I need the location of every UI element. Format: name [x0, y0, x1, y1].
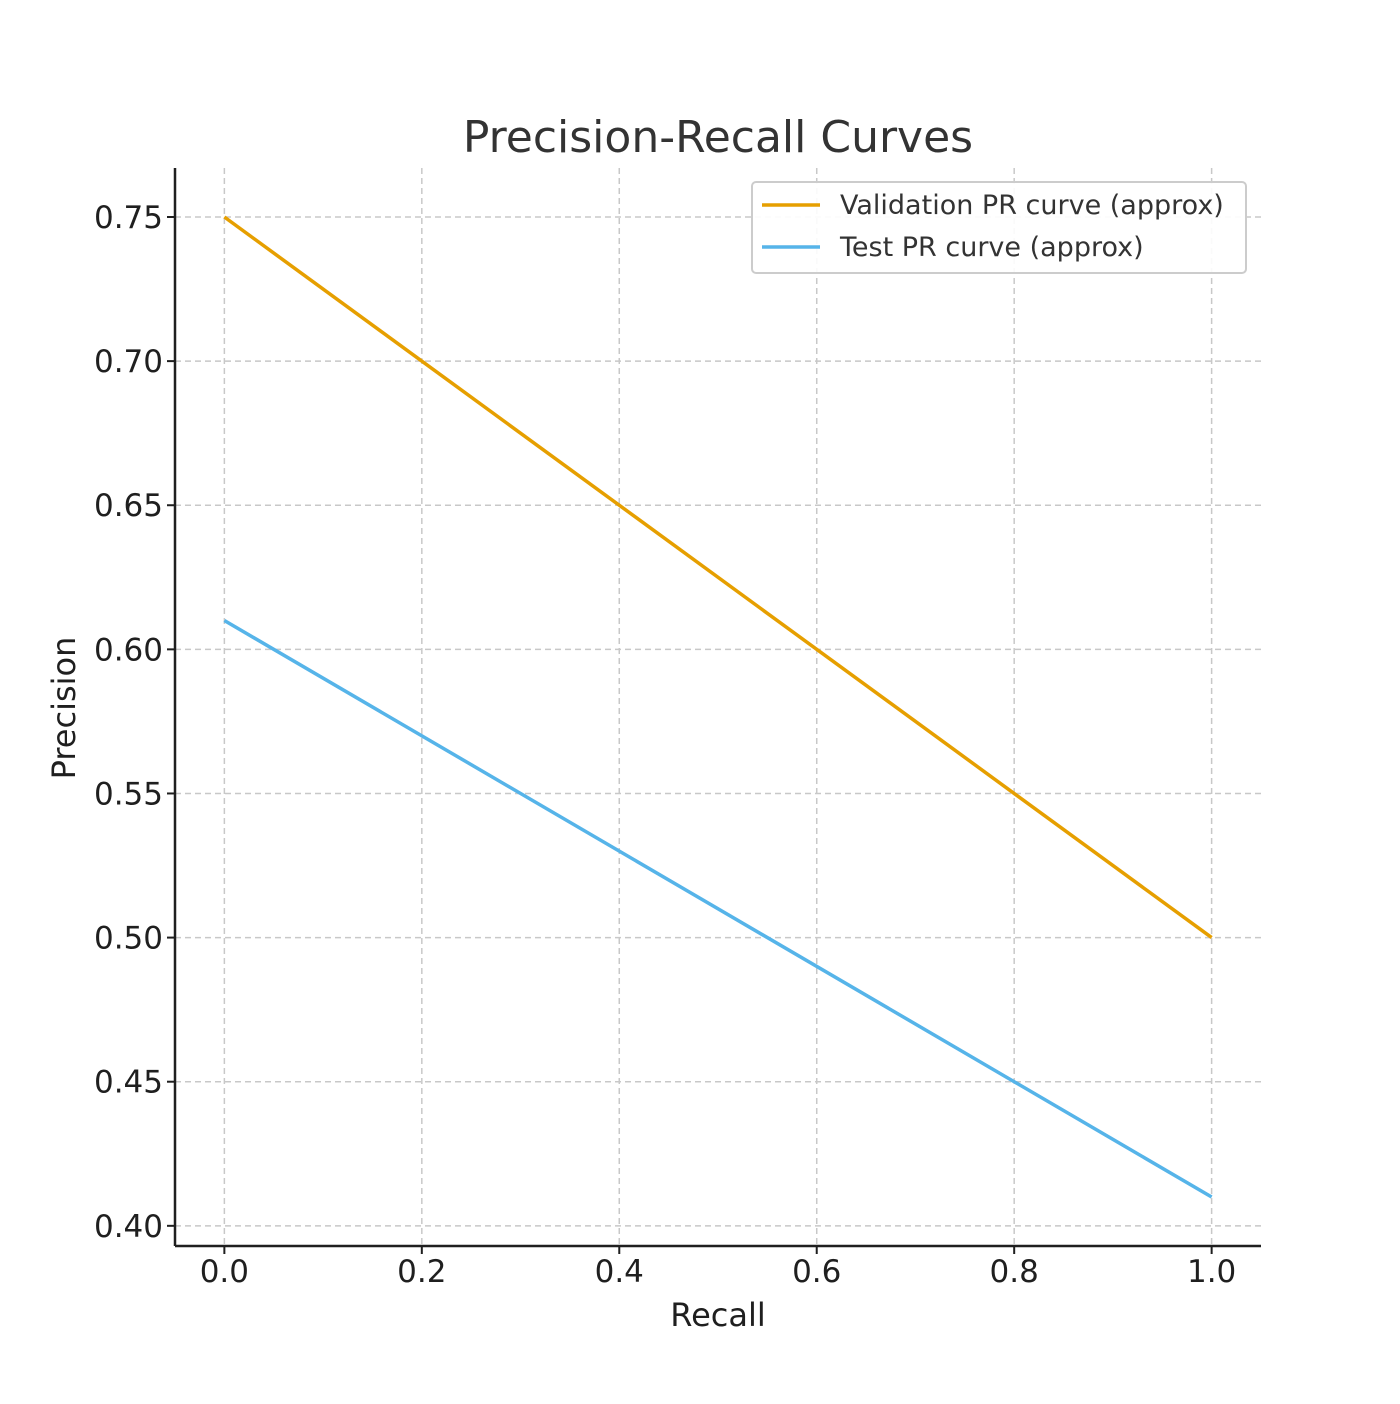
x-ticks: 0.0 0.2 0.4 0.6 0.8 1.0	[200, 1246, 1236, 1290]
x-tick-label: 0.6	[792, 1254, 841, 1290]
y-tick-label: 0.55	[94, 776, 163, 812]
x-tick-label: 1.0	[1187, 1254, 1236, 1290]
legend-label-validation: Validation PR curve (approx)	[840, 190, 1224, 221]
y-tick-label: 0.45	[94, 1065, 163, 1101]
grid	[175, 168, 1261, 1246]
axes	[173, 168, 1261, 1248]
y-tick-label: 0.70	[94, 344, 163, 380]
test-pr-line	[223, 619, 1213, 1199]
x-tick-label: 0.4	[595, 1254, 644, 1290]
x-tick-label: 0.0	[200, 1254, 249, 1290]
x-axis-label: Recall	[670, 1296, 765, 1334]
y-tick-label: 0.50	[94, 921, 163, 957]
y-tick-label: 0.40	[94, 1209, 163, 1245]
y-tick-label: 0.75	[94, 200, 163, 236]
series-lines	[223, 215, 1213, 1199]
legend-frame	[751, 181, 1247, 274]
legend: Validation PR curve (approx) Test PR cur…	[751, 181, 1247, 274]
y-tick-label: 0.65	[94, 488, 163, 524]
chart-title: Precision-Recall Curves	[463, 112, 973, 163]
y-ticks: 0.40 0.45 0.50 0.55 0.60 0.65 0.70 0.75	[94, 200, 175, 1245]
y-tick-label: 0.60	[94, 632, 163, 668]
x-tick-label: 0.2	[397, 1254, 446, 1290]
x-tick-label: 0.8	[990, 1254, 1039, 1290]
legend-label-test: Test PR curve (approx)	[839, 232, 1144, 263]
y-axis-label: Precision	[45, 637, 83, 780]
validation-pr-line	[223, 215, 1213, 940]
